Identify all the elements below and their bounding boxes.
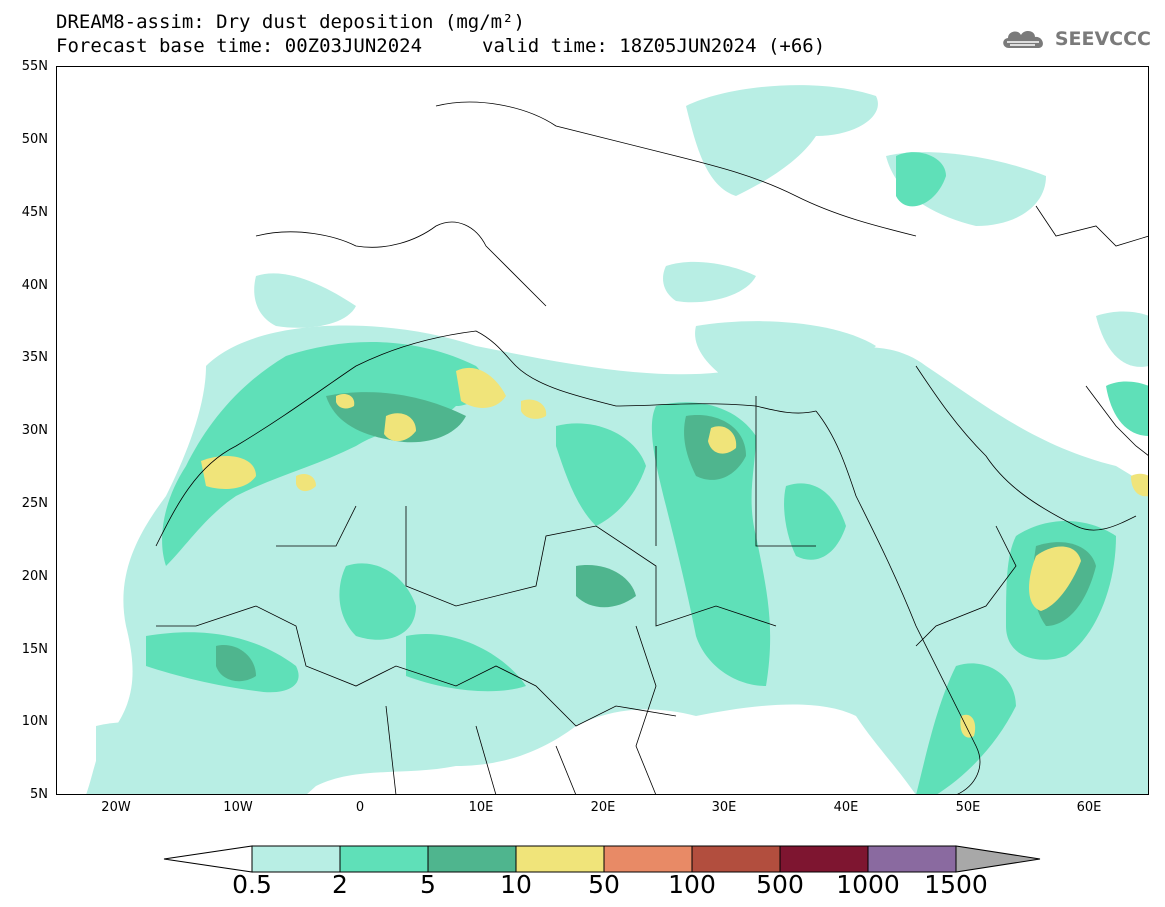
colorbar-bin-0 <box>251 845 341 873</box>
lon-label-20w: 20W <box>101 800 131 815</box>
colorbar-right-arrow <box>955 845 1041 873</box>
lon-label-50e: 50E <box>955 800 981 815</box>
colorbar-bin-6 <box>779 845 869 873</box>
valid-time: valid time: 18Z05JUN2024 (+66) <box>482 35 826 57</box>
lat-label-40n: 40N <box>21 278 48 293</box>
colorbar-bin-7 <box>867 845 957 873</box>
logo-text: SEEVCCC <box>1054 28 1151 50</box>
dust-layer-peak <box>201 367 1149 738</box>
lat-label-55n: 55N <box>21 59 48 74</box>
colorbar-bin-3 <box>515 845 605 873</box>
lat-label-10n: 10N <box>21 714 48 729</box>
colorbar-bin-5 <box>691 845 781 873</box>
lat-label-45n: 45N <box>21 205 48 220</box>
lat-label-15n: 15N <box>21 642 48 657</box>
lon-label-20e: 20E <box>590 800 616 815</box>
colorbar-label-3: 10 <box>500 870 532 899</box>
lon-label-10e: 10E <box>468 800 494 815</box>
colorbar-label-2: 5 <box>420 870 436 899</box>
colorbar <box>163 845 1041 873</box>
title-line-2: Forecast base time: 00Z03JUN2024 valid ti… <box>56 35 825 57</box>
colorbar-bin-1 <box>339 845 429 873</box>
colorbar-label-0: 0.5 <box>232 870 272 899</box>
lon-label-60e: 60E <box>1076 800 1102 815</box>
lat-label-5n: 5N <box>30 787 48 802</box>
colorbar-label-4: 50 <box>588 870 620 899</box>
colorbar-bin-2 <box>427 845 517 873</box>
lat-label-50n: 50N <box>21 132 48 147</box>
country-borders <box>155 101 1150 796</box>
map-panel <box>50 66 1150 796</box>
colorbar-label-1: 2 <box>332 870 348 899</box>
lat-label-35n: 35N <box>21 350 48 365</box>
title-line-1: DREAM8-assim: Dry dust deposition (mg/m²… <box>56 11 525 33</box>
colorbar-left-arrow <box>163 845 253 873</box>
colorbar-bin-4 <box>603 845 693 873</box>
lon-label-10w: 10W <box>223 800 253 815</box>
colorbar-label-5: 100 <box>668 870 716 899</box>
lat-label-20n: 20N <box>21 569 48 584</box>
lat-label-25n: 25N <box>21 496 48 511</box>
cloud-icon <box>1003 31 1043 48</box>
forecast-base-time: Forecast base time: 00Z03JUN2024 <box>56 35 423 57</box>
colorbar-label-6: 500 <box>756 870 804 899</box>
dust-deposition-map <box>50 66 1150 796</box>
colorbar-label-7: 1000 <box>836 870 900 899</box>
lon-label-0: 0 <box>355 800 365 815</box>
lon-label-40e: 40E <box>833 800 859 815</box>
lat-label-30n: 30N <box>21 423 48 438</box>
seevccc-logo: SEEVCCC <box>999 26 1151 52</box>
colorbar-label-8: 1500 <box>924 870 988 899</box>
lon-label-30e: 30E <box>711 800 737 815</box>
dust-layer-mid <box>146 152 1149 795</box>
